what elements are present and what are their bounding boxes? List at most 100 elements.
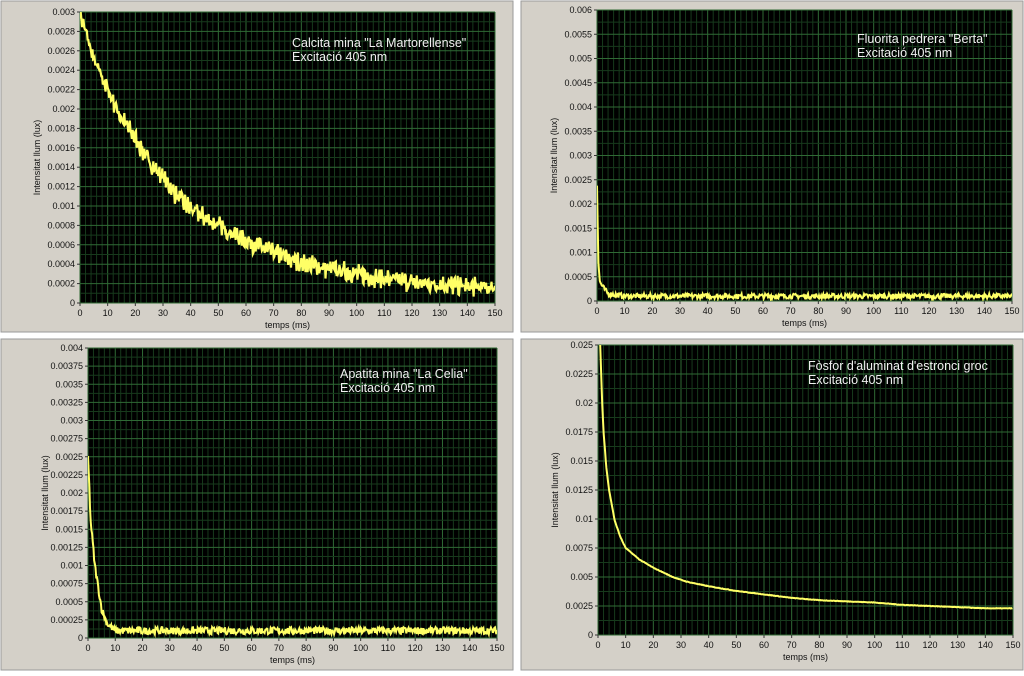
x-tick-label: 130: [949, 306, 964, 316]
y-tick-label: 0.015: [570, 456, 593, 466]
chart-annotation: Calcita mina "La Martorellense": [292, 36, 466, 50]
y-tick-label: 0.00025: [50, 615, 83, 625]
x-tick-label: 30: [158, 308, 168, 318]
x-tick-label: 150: [487, 308, 502, 318]
x-tick-label: 70: [274, 643, 284, 653]
x-tick-label: 150: [1004, 306, 1019, 316]
x-tick-label: 60: [758, 306, 768, 316]
y-axis-label: Intensitat llum (lux): [550, 452, 560, 528]
y-tick-label: 0.0018: [47, 123, 75, 133]
x-tick-label: 50: [731, 640, 741, 650]
x-tick-label: 130: [435, 643, 450, 653]
chart-panel-4: 0 10 20 30 40 50 60 70 80 90 100 110 120 130 140 150 0 0.…: [520, 338, 1024, 671]
x-tick-label: 70: [787, 640, 797, 650]
y-tick-label: 0.0035: [55, 379, 83, 389]
y-tick-label: 0.0125: [565, 485, 593, 495]
y-tick-label: 0.00175: [50, 506, 83, 516]
y-tick-label: 0.004: [569, 102, 592, 112]
y-tick-label: 0.00125: [50, 542, 83, 552]
x-tick-label: 70: [786, 306, 796, 316]
y-tick-label: 0.0005: [564, 272, 592, 282]
y-tick-label: 0: [70, 298, 75, 308]
x-tick-label: 130: [432, 308, 447, 318]
x-axis-label: temps (ms): [783, 652, 828, 662]
y-tick-label: 0.025: [570, 340, 593, 350]
x-tick-label: 120: [921, 306, 936, 316]
grid: [597, 344, 1014, 636]
x-axis-label: temps (ms): [265, 320, 310, 330]
y-tick-label: 0.00325: [50, 397, 83, 407]
x-tick-label: 40: [186, 308, 196, 318]
x-tick-label: 0: [77, 308, 82, 318]
y-tick-label: 0.0005: [55, 597, 83, 607]
y-tick-label: 0: [78, 633, 83, 643]
x-tick-label: 110: [377, 308, 391, 318]
x-tick-label: 60: [241, 308, 251, 318]
chart-panel-1: 0 10 20 30 40 50 60 70 80 90 100 110 120 130 140 150 0 0.…: [0, 0, 514, 333]
series-line: [80, 12, 495, 298]
x-tick-label: 80: [301, 643, 311, 653]
x-tick-label: 60: [759, 640, 769, 650]
y-tick-label: 0.003: [569, 151, 592, 161]
x-tick-label: 100: [866, 306, 881, 316]
y-tick-label: 0.0015: [55, 524, 83, 534]
x-tick-label: 80: [813, 306, 823, 316]
x-tick-label: 140: [977, 306, 992, 316]
x-tick-label: 80: [814, 640, 824, 650]
x-tick-label: 130: [950, 640, 965, 650]
y-tick-label: 0: [588, 630, 593, 640]
x-tick-label: 50: [730, 306, 740, 316]
x-tick-label: 30: [165, 643, 175, 653]
x-tick-label: 150: [1005, 640, 1020, 650]
y-tick-label: 0.0015: [564, 223, 592, 233]
y-axis-label: Intensitat llum (lux): [549, 118, 559, 194]
x-tick-label: 110: [894, 306, 908, 316]
x-tick-label: 90: [324, 308, 334, 318]
y-tick-label: 0.0022: [47, 85, 75, 95]
x-tick-label: 140: [460, 308, 475, 318]
y-tick-label: 0.0025: [55, 452, 83, 462]
y-tick-label: 0.0026: [47, 46, 75, 56]
y-tick-label: 0.0025: [564, 175, 592, 185]
x-tick-label: 90: [842, 640, 852, 650]
y-tick-label: 0.003: [60, 416, 83, 426]
series-line: [597, 185, 1012, 301]
y-tick-label: 0.0225: [565, 369, 593, 379]
series-line: [88, 455, 497, 638]
x-tick-label: 40: [704, 640, 714, 650]
y-tick-label: 0.0055: [564, 29, 592, 39]
x-tick-label: 10: [621, 640, 631, 650]
x-tick-label: 120: [408, 643, 423, 653]
x-tick-label: 140: [462, 643, 477, 653]
x-tick-label: 0: [594, 306, 599, 316]
y-tick-label: 0.002: [52, 104, 75, 114]
y-tick-label: 0.0014: [47, 162, 75, 172]
x-tick-label: 10: [103, 308, 113, 318]
x-tick-label: 100: [353, 643, 368, 653]
y-tick-label: 0.0075: [565, 543, 593, 553]
x-tick-label: 120: [922, 640, 937, 650]
x-tick-label: 20: [647, 306, 657, 316]
series-line: [599, 345, 1013, 610]
y-tick-label: 0.002: [569, 199, 592, 209]
x-axis-label: temps (ms): [782, 318, 827, 328]
x-axis-label: temps (ms): [270, 655, 315, 665]
chart-annotation: Apatita mina "La Celia": [340, 367, 468, 381]
y-tick-label: 0.0004: [47, 259, 75, 269]
y-tick-label: 0.0024: [47, 65, 75, 75]
y-tick-label: 0.01: [575, 514, 593, 524]
chart-panel-3: 0 10 20 30 40 50 60 70 80 90 100 110 120 130 140 150 0 0.…: [0, 338, 514, 671]
y-tick-label: 0.001: [60, 561, 83, 571]
x-tick-label: 60: [247, 643, 257, 653]
y-tick-label: 0.001: [52, 201, 75, 211]
y-tick-label: 0.004: [60, 343, 83, 353]
y-tick-label: 0.00275: [50, 434, 83, 444]
x-tick-label: 90: [841, 306, 851, 316]
y-tick-label: 0.002: [60, 488, 83, 498]
y-tick-label: 0.0012: [47, 182, 75, 192]
chart-annotation: Excitació 405 nm: [857, 46, 952, 60]
x-tick-label: 0: [595, 640, 600, 650]
grid: [87, 347, 498, 639]
y-tick-label: 0.00075: [50, 579, 83, 589]
